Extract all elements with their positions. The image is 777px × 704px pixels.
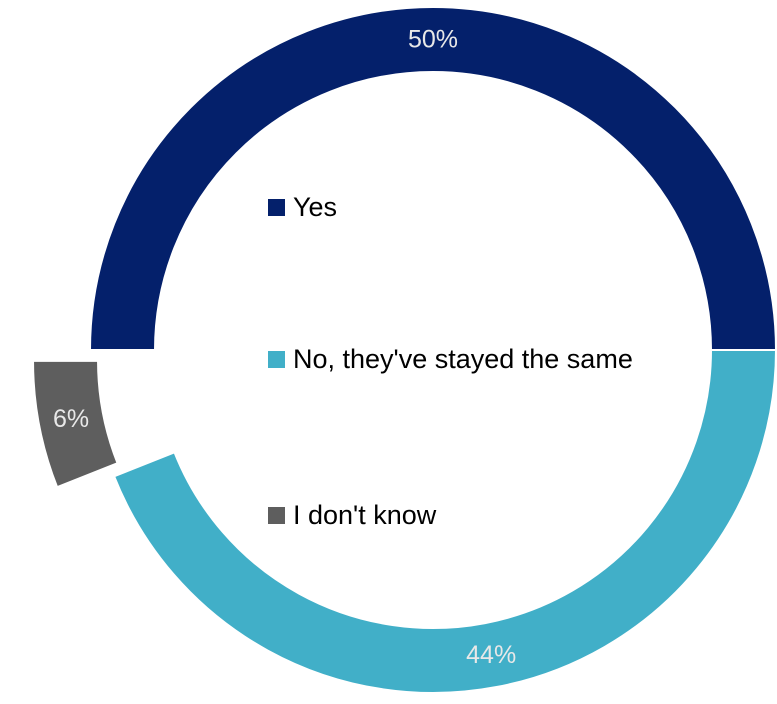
legend-item-yes: Yes [268, 190, 337, 224]
legend-item-no: No, they've stayed the same [268, 342, 633, 376]
donut-slice-labels: 50% 44% 6% [53, 26, 516, 670]
slice-label-no: 44% [466, 641, 516, 669]
slice-label-yes: 50% [408, 26, 458, 54]
donut-slices [32, 6, 777, 694]
legend-label-dont-know: I don't know [293, 499, 437, 530]
legend-swatch-no [268, 350, 285, 368]
legend-label-yes: Yes [293, 191, 338, 222]
legend-swatch-yes [268, 198, 285, 216]
chart-legend: Yes No, they've stayed the same I don't … [268, 190, 688, 530]
legend-item-dont-know: I don't know [268, 498, 436, 532]
slice-label-dont-know: 6% [53, 405, 89, 433]
legend-label-no: No, they've stayed the same [293, 343, 633, 374]
donut-slice-yes [88, 6, 777, 351]
legend-swatch-dont-know [268, 506, 285, 524]
donut-slice-dont-know [32, 359, 119, 489]
donut-slice-no [112, 349, 777, 694]
